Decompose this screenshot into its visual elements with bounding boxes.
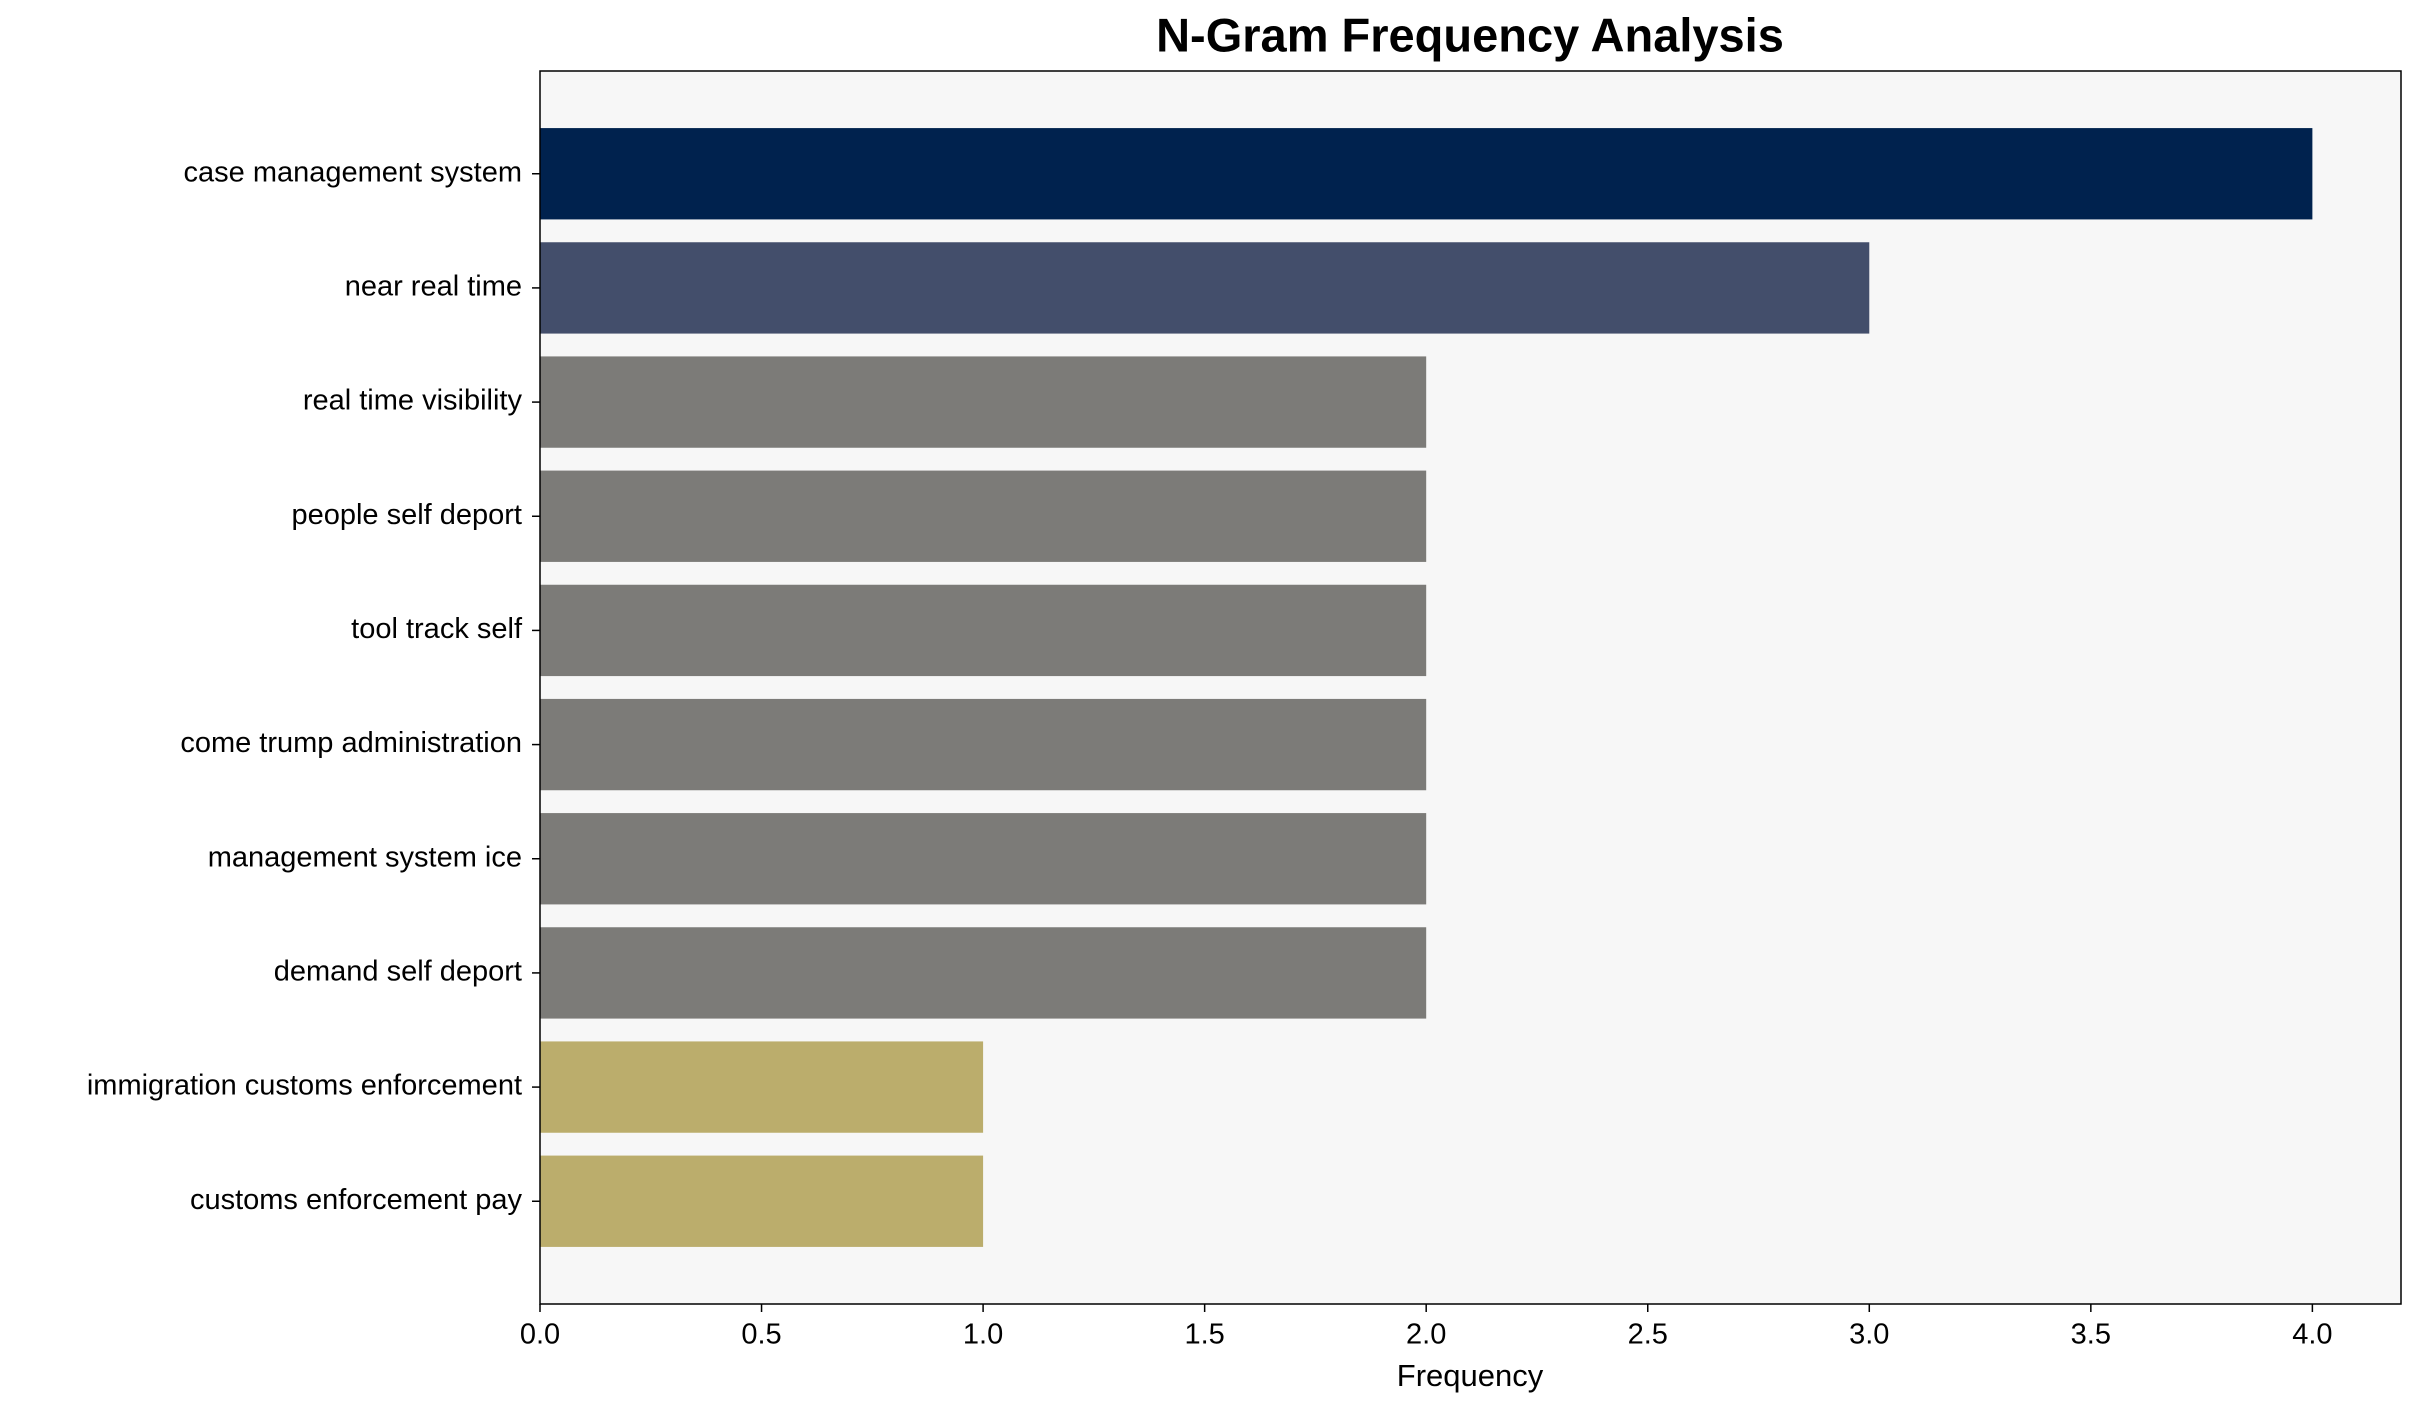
bar — [540, 242, 1870, 334]
y-tick-label: come trump administration — [180, 727, 522, 759]
y-tick-label: real time visibility — [303, 385, 523, 417]
x-tick-label: 0.5 — [741, 1319, 781, 1351]
x-tick-label: 3.0 — [1849, 1319, 1889, 1351]
y-tick-label: immigration customs enforcement — [87, 1070, 522, 1102]
x-tick-label: 2.0 — [1406, 1319, 1446, 1351]
chart-title: N-Gram Frequency Analysis — [1156, 8, 1784, 61]
y-tick-label: near real time — [345, 271, 522, 303]
bar — [540, 1155, 984, 1247]
x-tick-label: 4.0 — [2292, 1319, 2332, 1351]
y-tick-label: case management system — [184, 156, 522, 188]
x-tick-label: 1.5 — [1184, 1319, 1224, 1351]
x-axis-label: Frequency — [1397, 1358, 1544, 1393]
y-tick-label: tool track self — [351, 613, 523, 645]
bar — [540, 1041, 984, 1133]
y-tick-label: customs enforcement pay — [190, 1184, 523, 1216]
x-tick-label: 0.0 — [520, 1319, 560, 1351]
plot-frame — [539, 70, 2402, 1305]
y-tick-label: people self deport — [291, 499, 522, 531]
x-tick-label: 2.5 — [1628, 1319, 1668, 1351]
x-tick-label: 3.5 — [2071, 1319, 2111, 1351]
x-tick-label: 1.0 — [963, 1319, 1003, 1351]
bar — [540, 927, 1427, 1019]
bar — [540, 356, 1427, 448]
bar — [540, 698, 1427, 791]
y-tick-label: demand self deport — [274, 956, 522, 988]
y-tick-label: management system ice — [208, 841, 522, 873]
bar — [540, 470, 1427, 562]
bar — [540, 584, 1427, 677]
bar — [540, 128, 2313, 220]
bar — [540, 813, 1427, 905]
